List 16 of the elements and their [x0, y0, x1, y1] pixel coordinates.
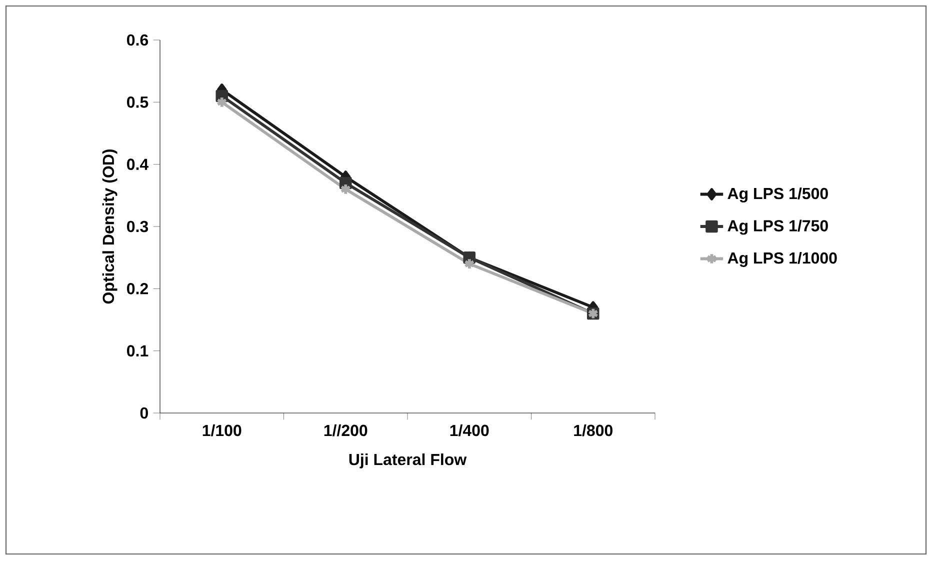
y-tick-label: 0.4: [127, 158, 149, 170]
y-tick-label: 0.2: [127, 283, 148, 294]
x-tick-label: 1/100: [202, 424, 242, 436]
y-tick-label: 0.5: [127, 96, 148, 108]
x-axis-title: Uji Lateral Flow: [349, 453, 467, 468]
legend-label: Ag LPS 1/1000: [728, 252, 837, 267]
legend-label: Ag LPS 1/500: [728, 187, 828, 202]
legend-label: Ag LPS 1/750: [728, 220, 828, 235]
y-tick-label: 0.1: [127, 345, 148, 356]
y-axis-title: Optical Density (OD): [102, 150, 118, 304]
x-tick-label: 1/400: [450, 424, 489, 436]
y-tick-label: 0.3: [127, 220, 148, 232]
x-tick-label: 1//200: [324, 424, 368, 436]
y-tick-label: 0: [140, 407, 148, 419]
x-tick-label: 1/800: [574, 424, 612, 436]
y-tick-label: 0.6: [127, 34, 148, 46]
